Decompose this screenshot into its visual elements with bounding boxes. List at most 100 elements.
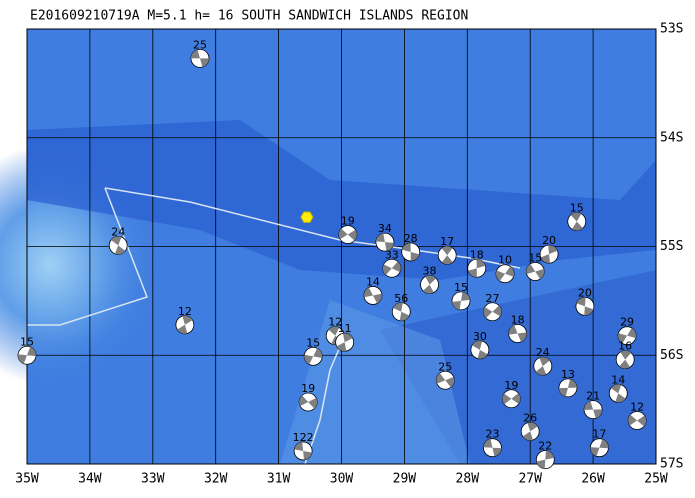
lon-label: 25W [644,472,668,487]
depth-label: 17 [440,235,454,248]
compression [590,439,609,457]
epicenter [300,211,314,223]
focal-mechanism [17,345,37,365]
depth-label: 15 [570,201,584,214]
focal-mechanism [525,262,545,281]
compression [111,236,126,255]
focal-mechanism [420,275,439,294]
focal-mechanism [583,400,603,420]
depth-label: 11 [338,322,352,335]
lat-label: 54S [660,130,683,145]
compression [502,393,521,405]
focal-mechanism [470,340,490,360]
depth-label: 30 [473,330,487,343]
depth-label: 24 [111,225,125,238]
focal-mechanism [495,264,515,284]
compression [610,384,626,403]
focal-mechanism [437,245,457,265]
depth-label: 19 [504,379,518,392]
depth-label: 29 [620,316,634,329]
compression [522,422,538,441]
depth-label: 24 [536,346,550,359]
focal-mechanism [589,438,609,458]
focal-mechanism [615,350,635,370]
focal-mechanism [175,315,195,335]
lon-label: 35W [15,472,39,487]
compression [472,340,488,359]
focal-mechanism [539,244,559,264]
depth-label: 26 [523,411,537,424]
depth-label: 12 [630,401,644,414]
depth-label: 33 [385,248,399,261]
depth-label: 22 [538,440,552,453]
focal-mechanism [520,421,540,441]
depth-label: 20 [542,234,556,247]
compression [423,275,437,294]
lon-label: 34W [78,472,102,487]
focal-mechanism [533,356,553,376]
compression [483,438,502,457]
depth-label: 16 [618,340,632,353]
depth-label: 12 [328,316,342,329]
depth-label: 122 [293,431,314,444]
depth-label: 56 [394,292,408,305]
depth-label: 14 [366,275,380,288]
compression [496,266,515,281]
focal-mechanism [435,370,455,390]
compression [363,287,382,304]
lon-label: 28W [456,472,480,487]
lat-label: 56S [660,348,683,363]
focal-mechanism [608,383,628,403]
compression [468,259,486,278]
compression [177,315,193,334]
focal-mechanism [558,378,578,398]
lat-label: 55S [660,239,683,254]
depth-label: 25 [438,360,452,373]
depth-label: 17 [592,428,606,441]
focal-mechanism [298,392,318,412]
compression [441,246,453,265]
compression [338,228,357,241]
depth-label: 15 [306,336,320,349]
focal-mechanism [293,441,313,461]
focal-mechanism [535,450,555,470]
lat-label: 57S [660,457,683,472]
depth-label: 18 [511,314,525,327]
depth-label: 28 [404,232,418,245]
compression [299,395,318,409]
focal-mechanism [363,286,383,305]
focal-mechanism [627,411,647,430]
depth-label: 15 [454,281,468,294]
focal-mechanism [375,232,395,252]
lon-label: 26W [581,472,605,487]
focal-mechanism [303,346,323,366]
depth-label: 34 [378,222,392,235]
title: E201609210719A M=5.1 h= 16 SOUTH SANDWIC… [30,9,468,24]
compression [401,242,420,261]
depth-label: 15 [528,252,542,265]
compression [336,333,353,352]
compression [304,348,323,365]
depth-label: 15 [20,335,34,348]
focal-mechanism [401,242,421,262]
compression [452,291,470,310]
focal-mechanism [567,212,587,231]
focal-mechanism [190,48,210,68]
compression [535,357,550,376]
compression [382,261,401,276]
depth-label: 23 [485,428,499,441]
compression [628,414,647,427]
focal-mechanism [467,258,487,278]
depth-label: 10 [498,254,512,267]
frame [26,28,657,465]
compression [190,49,209,68]
depth-label: 19 [301,382,315,395]
lon-label: 31W [267,472,291,487]
plate-boundary [304,334,346,465]
depth-label: 21 [586,390,600,403]
compression [483,305,502,319]
focal-mechanism [451,291,471,311]
depth-label: 12 [178,305,192,318]
lon-label: 33W [141,472,165,487]
